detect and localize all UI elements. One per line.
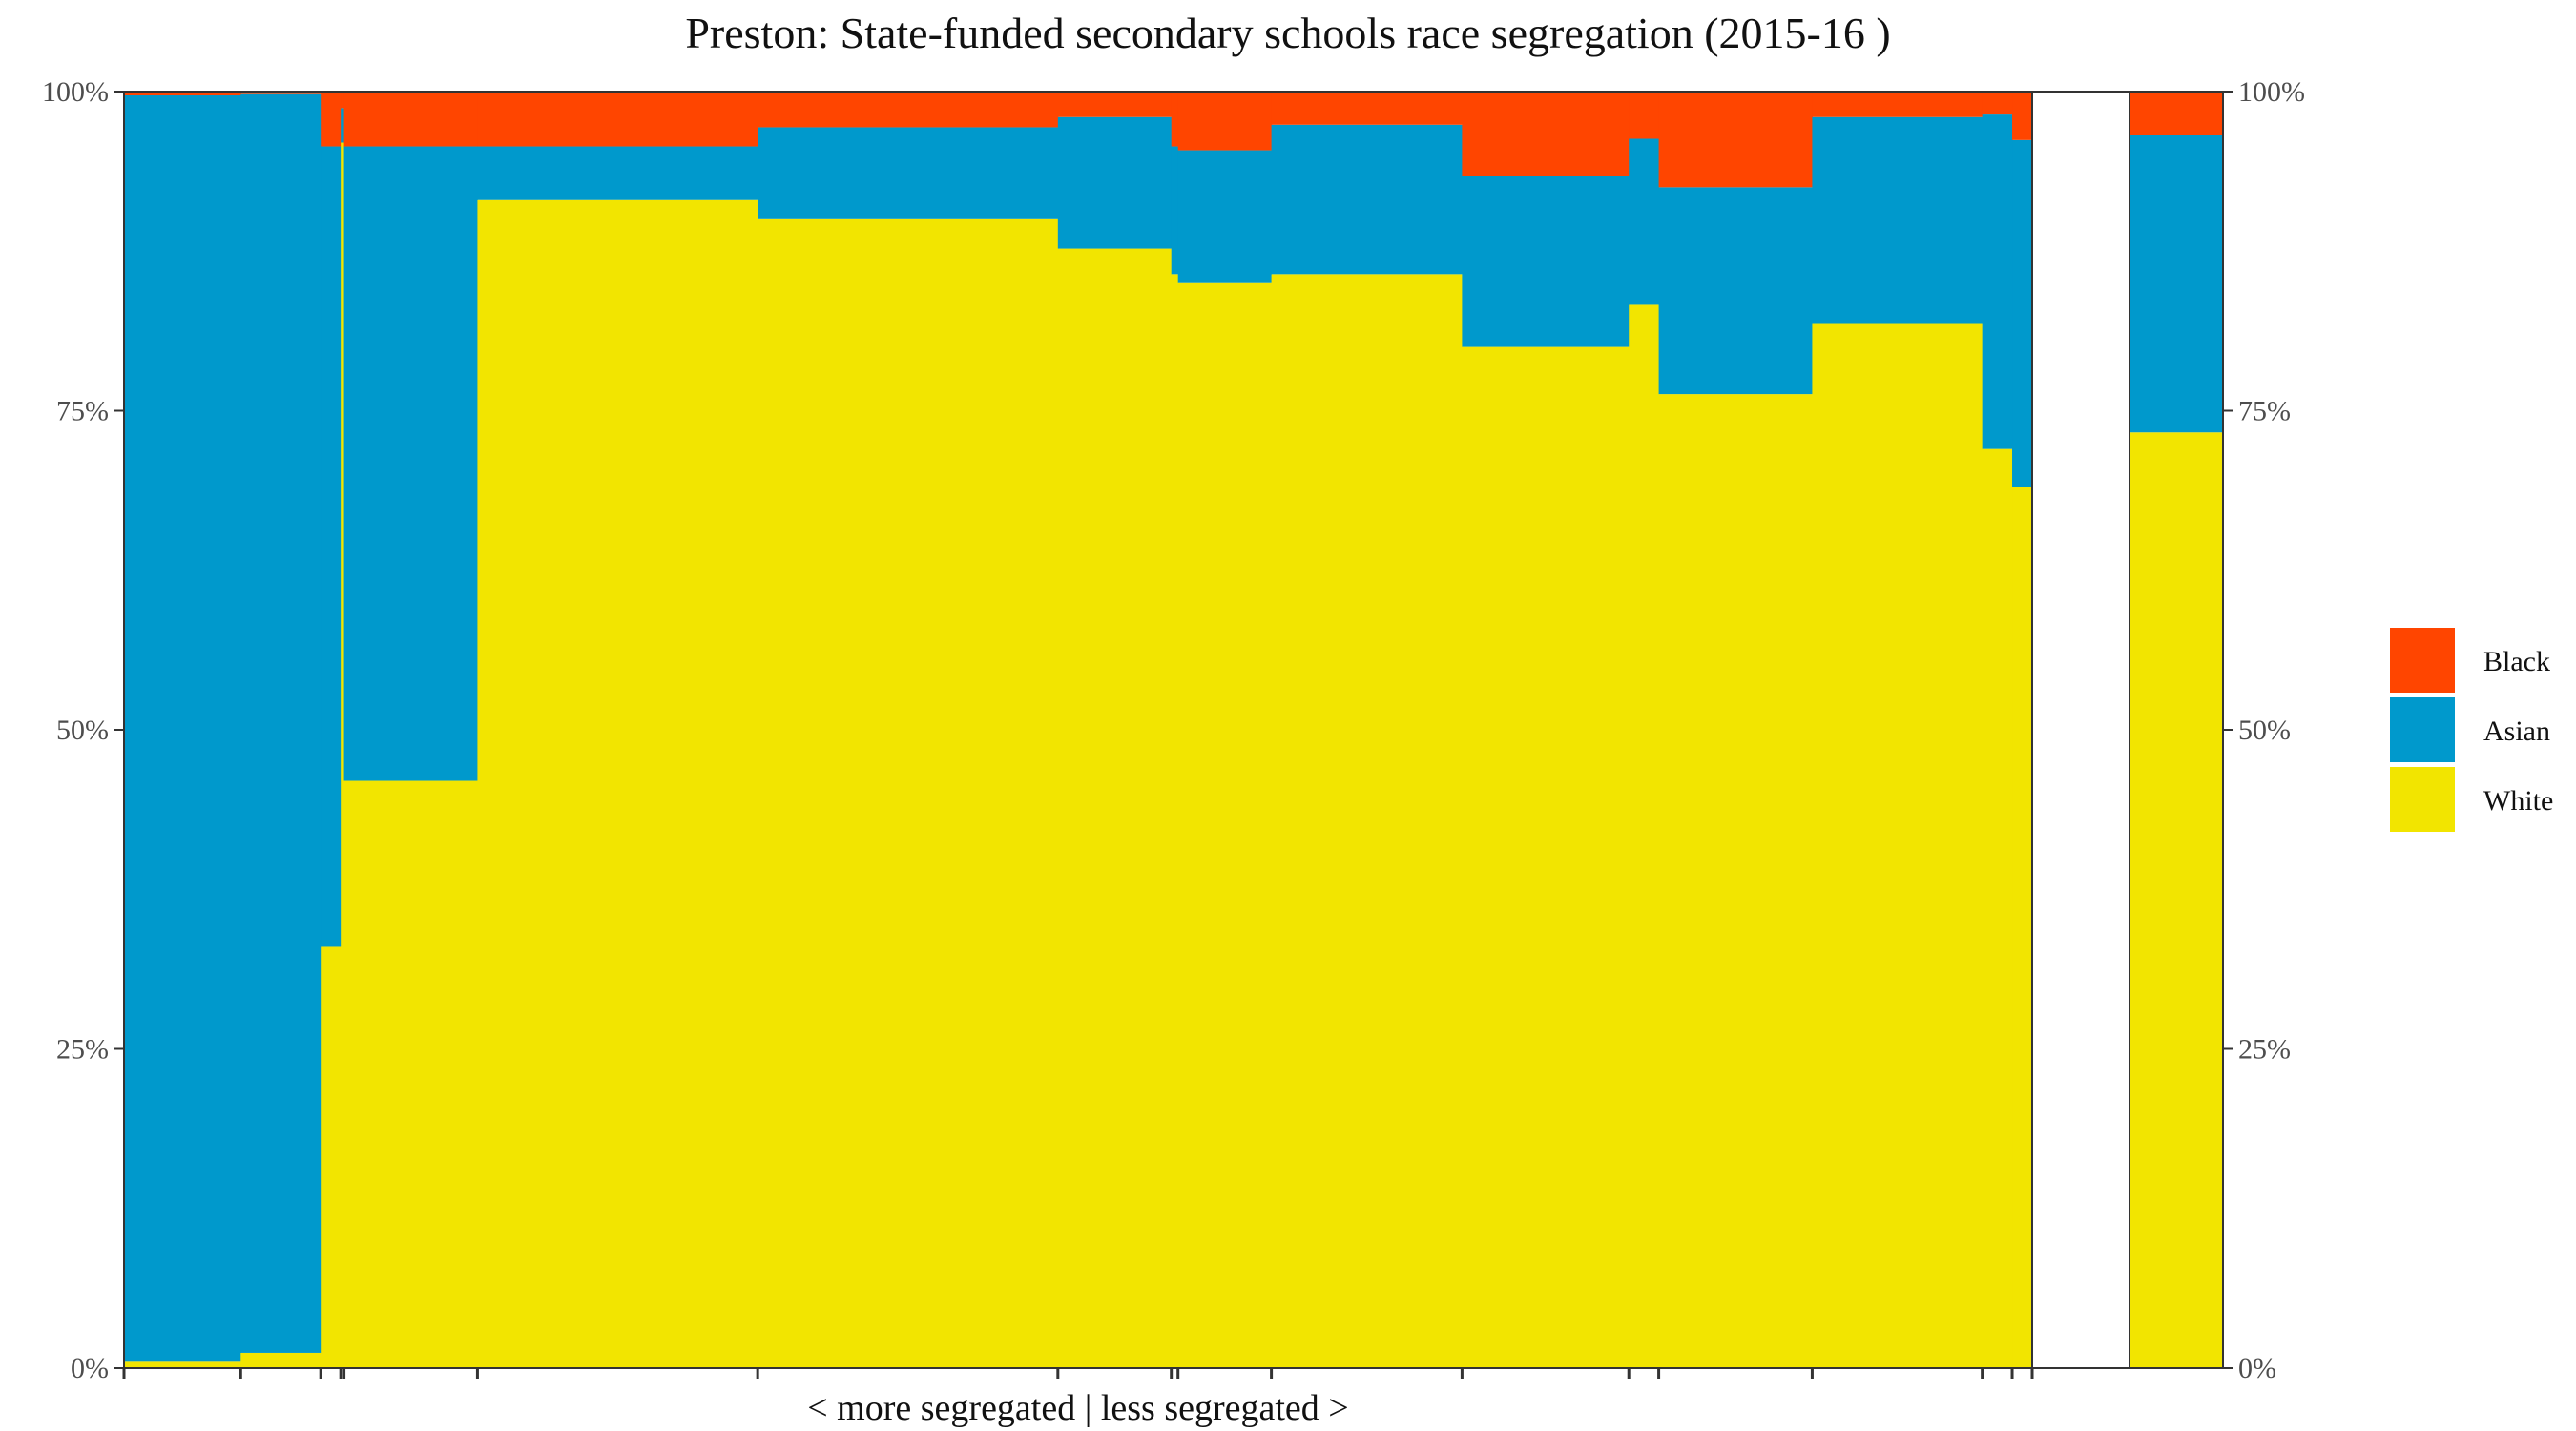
legend: Black Asian White xyxy=(2390,628,2553,832)
school-5-asian-segment xyxy=(343,146,479,781)
school-13-black-segment xyxy=(1629,92,1660,139)
school-6-white-segment xyxy=(477,199,758,1369)
school-8-black-segment xyxy=(1057,92,1173,117)
legend-label-black: Black xyxy=(2483,646,2550,677)
left-tick-label: 100% xyxy=(42,76,109,108)
school-4-white-segment xyxy=(341,142,345,1368)
legend-swatch-asian xyxy=(2390,697,2455,762)
school-14-black-segment xyxy=(1658,92,1814,188)
school-10-black-segment xyxy=(1177,92,1273,151)
school-6-black-segment xyxy=(477,92,758,147)
legend-label-asian: Asian xyxy=(2483,716,2550,747)
school-1-white-segment xyxy=(124,1361,241,1368)
school-9-asian-segment xyxy=(1171,146,1179,275)
right-y-axis: 0% 25% 50% 75% 100% xyxy=(2223,76,2305,1384)
overall-bar xyxy=(2129,92,2223,1368)
school-17-asian-segment xyxy=(2012,139,2033,487)
right-tick-label: 100% xyxy=(2238,76,2305,108)
school-13-asian-segment xyxy=(1629,138,1660,305)
right-tick-label: 50% xyxy=(2238,715,2291,746)
right-tick-label: 0% xyxy=(2238,1353,2276,1384)
school-7-white-segment xyxy=(758,218,1059,1368)
school-15-asian-segment xyxy=(1812,116,1984,324)
left-y-axis: 0% 25% 50% 75% 100% xyxy=(42,76,124,1384)
left-tick-label: 0% xyxy=(71,1353,109,1384)
x-axis-ticks xyxy=(122,1368,2034,1379)
school-3-white-segment xyxy=(321,946,342,1368)
school-12-white-segment xyxy=(1462,346,1630,1369)
school-11-asian-segment xyxy=(1271,124,1463,275)
school-16-asian-segment xyxy=(1982,114,2013,449)
right-tick-label: 75% xyxy=(2238,396,2291,427)
school-2-asian-segment xyxy=(240,93,322,1353)
overall-black-segment xyxy=(2129,92,2223,135)
school-15-black-segment xyxy=(1812,92,1984,117)
school-14-asian-segment xyxy=(1658,187,1814,395)
school-13-white-segment xyxy=(1629,304,1660,1369)
legend-swatch-black xyxy=(2390,628,2455,693)
school-10-asian-segment xyxy=(1177,150,1273,283)
school-6-asian-segment xyxy=(477,146,758,200)
school-11-white-segment xyxy=(1271,274,1463,1369)
school-9-white-segment xyxy=(1171,274,1179,1369)
school-16-white-segment xyxy=(1982,448,2013,1368)
school-4-asian-segment xyxy=(341,108,345,143)
school-5-black-segment xyxy=(343,92,479,147)
left-tick-label: 75% xyxy=(56,396,109,427)
school-2-black-segment xyxy=(240,92,322,94)
school-7-black-segment xyxy=(758,92,1059,128)
school-8-asian-segment xyxy=(1057,116,1173,249)
school-12-asian-segment xyxy=(1462,176,1630,347)
school-8-white-segment xyxy=(1057,248,1173,1368)
x-axis-title: < more segregated | less segregated > xyxy=(807,1388,1348,1428)
overall-asian-segment xyxy=(2129,135,2223,433)
school-11-black-segment xyxy=(1271,92,1463,125)
school-7-asian-segment xyxy=(758,127,1059,219)
legend-label-white: White xyxy=(2483,785,2553,817)
panel-frame-2 xyxy=(2031,91,2130,1369)
school-16-black-segment xyxy=(1982,92,2013,115)
school-3-black-segment xyxy=(321,92,342,147)
school-15-white-segment xyxy=(1812,323,1984,1368)
school-17-white-segment xyxy=(2012,487,2033,1368)
school-12-black-segment xyxy=(1462,92,1630,176)
school-2-white-segment xyxy=(240,1352,322,1368)
school-14-white-segment xyxy=(1658,394,1814,1368)
overall-white-segment xyxy=(2129,432,2223,1368)
school-5-white-segment xyxy=(343,780,479,1368)
school-1-asian-segment xyxy=(124,95,241,1362)
school-10-white-segment xyxy=(1177,282,1273,1369)
legend-swatch-white xyxy=(2390,767,2455,832)
school-3-asian-segment xyxy=(321,146,342,947)
left-tick-label: 25% xyxy=(56,1034,109,1066)
school-4-black-segment xyxy=(341,92,345,109)
school-9-black-segment xyxy=(1171,92,1179,147)
school-17-black-segment xyxy=(2012,92,2033,140)
chart-title: Preston: State-funded secondary schools … xyxy=(685,9,1891,57)
left-tick-label: 50% xyxy=(56,715,109,746)
right-tick-label: 25% xyxy=(2238,1034,2291,1066)
school-bars xyxy=(124,92,2033,1369)
school-1-black-segment xyxy=(124,92,241,96)
